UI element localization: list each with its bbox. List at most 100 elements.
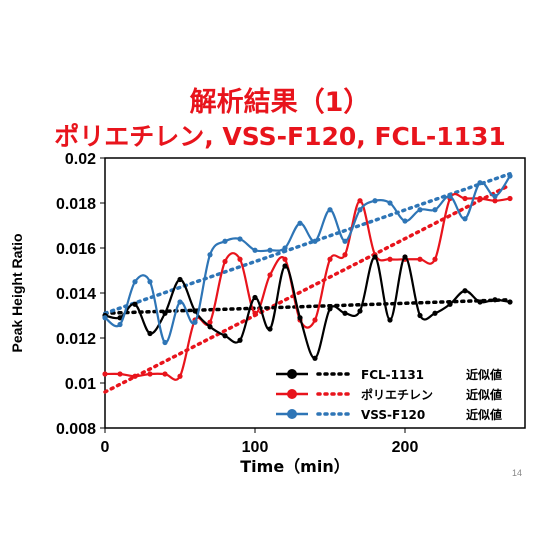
data-point [492, 297, 498, 303]
data-point [387, 317, 393, 323]
trend-line [103, 183, 512, 394]
data-point [477, 195, 483, 202]
data-point [132, 373, 138, 379]
data-point [267, 247, 273, 253]
legend-trend-label: 近似値 [466, 367, 502, 382]
data-point [282, 245, 288, 251]
y-tick-label: 0.018 [56, 196, 96, 213]
data-point [222, 333, 228, 339]
data-point [102, 371, 108, 377]
legend-label: FCL-1131 [361, 368, 424, 382]
data-point [462, 195, 468, 202]
x-axis-label: Time（min） [240, 457, 349, 476]
data-point [237, 256, 243, 262]
data-point [447, 301, 453, 307]
data-point [492, 193, 498, 199]
series-line [104, 255, 511, 360]
data-point [222, 258, 228, 265]
data-point [432, 310, 438, 316]
data-point [297, 315, 303, 321]
data-point [207, 324, 213, 330]
data-point [477, 180, 483, 186]
data-point [147, 279, 153, 285]
data-point [147, 371, 153, 377]
data-point [132, 279, 138, 285]
data-point [327, 256, 333, 262]
y-tick-label: 0.014 [56, 286, 96, 303]
data-point [417, 207, 423, 213]
data-point [312, 238, 318, 244]
data-point [507, 173, 513, 179]
data-point [162, 339, 168, 346]
legend-box [268, 362, 522, 424]
y-tick-label: 0.012 [56, 331, 96, 348]
data-point [132, 301, 138, 307]
data-point [117, 371, 123, 377]
data-point [507, 299, 513, 305]
y-axis-label: Peak Height Ratio [9, 233, 25, 352]
data-point [102, 315, 108, 321]
legend-label: VSS-F120 [361, 408, 425, 422]
data-point [402, 254, 408, 260]
data-point [387, 256, 393, 262]
data-point [207, 252, 213, 258]
data-point [192, 308, 198, 314]
x-tick-label: 200 [392, 439, 419, 456]
data-point [252, 294, 258, 301]
data-point [252, 310, 258, 316]
legend-trend-label: 近似値 [466, 387, 502, 402]
x-tick-label: 100 [242, 439, 269, 456]
data-point [177, 276, 183, 283]
legend-trend-label: 近似値 [466, 407, 502, 422]
data-point [147, 330, 153, 337]
data-point [357, 207, 363, 213]
page-number: 14 [512, 468, 523, 478]
data-point [462, 216, 468, 222]
data-point [207, 319, 213, 325]
data-point [417, 256, 423, 262]
data-point [312, 355, 318, 361]
data-point [327, 207, 333, 213]
legend-marker [287, 409, 297, 419]
y-tick-label: 0.016 [56, 241, 96, 258]
data-point [342, 310, 348, 316]
data-point [237, 337, 243, 343]
data-point [327, 306, 333, 312]
slide-subtitle: ポリエチレン, VSS-F120, FCL-1131 [54, 122, 506, 151]
data-point [492, 198, 498, 204]
data-point [252, 247, 258, 253]
data-point [162, 371, 168, 377]
data-point [372, 198, 378, 204]
y-tick-label: 0.01 [65, 376, 96, 393]
y-tick-label: 0.008 [56, 421, 96, 438]
series-line [104, 192, 511, 381]
data-point [417, 312, 423, 319]
data-point [237, 236, 243, 242]
data-point [387, 200, 393, 206]
data-point [117, 321, 123, 328]
data-point [342, 238, 348, 244]
data-point [282, 263, 288, 269]
data-point [432, 207, 438, 213]
data-point [282, 256, 288, 262]
x-tick-label: 0 [101, 439, 110, 456]
data-point [507, 195, 513, 202]
data-point [177, 299, 183, 305]
slide-title: 解析結果（1） [189, 87, 371, 118]
data-point [267, 272, 273, 278]
data-point [447, 193, 453, 199]
data-point [357, 198, 363, 204]
data-point [117, 315, 123, 321]
series-line [104, 175, 511, 344]
legend-label: ポリエチレン [361, 387, 433, 402]
data-point [222, 238, 228, 244]
data-point [267, 326, 273, 332]
data-point [372, 254, 378, 260]
data-point [192, 319, 198, 325]
trend-line [103, 298, 512, 315]
data-point [477, 299, 483, 305]
data-point [162, 310, 168, 316]
data-point [357, 308, 363, 314]
data-point [342, 252, 348, 258]
